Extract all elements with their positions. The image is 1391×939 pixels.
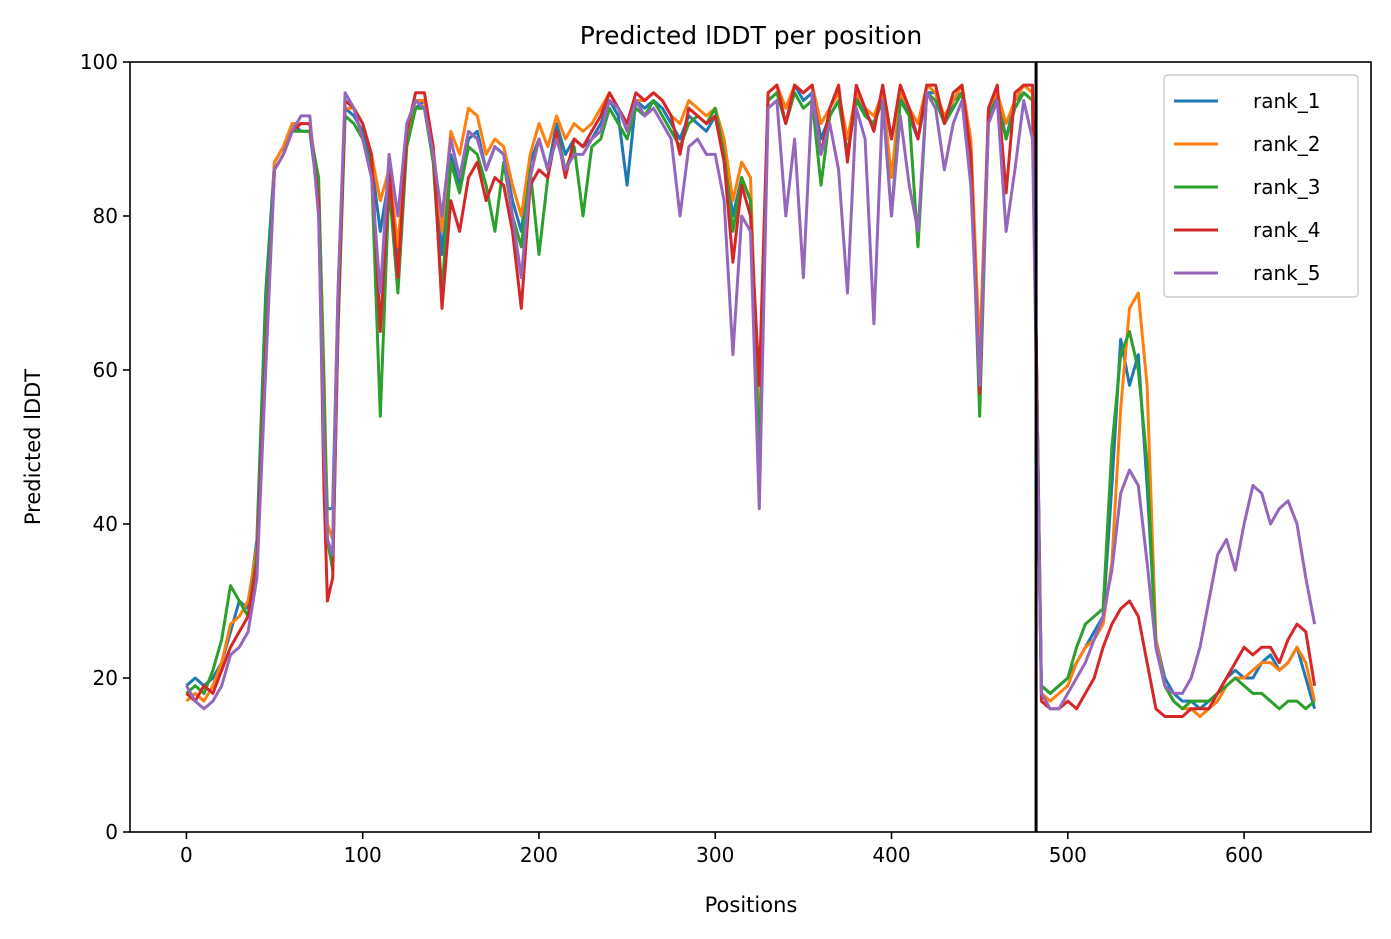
legend-frame bbox=[1163, 74, 1359, 298]
x-axis-title: Positions bbox=[705, 893, 798, 917]
legend-label-rank_3: rank_3 bbox=[1253, 175, 1320, 199]
y-tick-label: 100 bbox=[80, 50, 118, 74]
x-tick-label: 400 bbox=[872, 843, 910, 867]
y-tick-label: 40 bbox=[93, 512, 118, 536]
x-tick-label: 300 bbox=[696, 843, 734, 867]
y-tick-label: 20 bbox=[93, 666, 118, 690]
plot-frame bbox=[129, 61, 1372, 833]
chart-title: Predicted lDDT per position bbox=[580, 21, 922, 50]
legend-label-rank_4: rank_4 bbox=[1253, 218, 1320, 242]
y-axis-title: Predicted lDDT bbox=[21, 369, 45, 525]
y-tick-label: 0 bbox=[105, 820, 118, 844]
x-tick-label: 600 bbox=[1225, 843, 1263, 867]
legend-label-rank_1: rank_1 bbox=[1253, 89, 1320, 113]
series-line-rank_4 bbox=[185, 83, 1317, 718]
y-tick-label: 80 bbox=[93, 204, 118, 228]
series-line-rank_2 bbox=[185, 83, 1317, 718]
x-axis: 0 100 200 300 400 500 600 bbox=[180, 832, 1263, 867]
x-tick-label: 200 bbox=[520, 843, 558, 867]
legend: rank_1 rank_2 rank_3 rank_4 rank_5 bbox=[1163, 74, 1359, 298]
x-tick-label: 100 bbox=[344, 843, 382, 867]
x-tick-label: 500 bbox=[1049, 843, 1087, 867]
series-line-rank_5 bbox=[185, 91, 1317, 711]
x-tick-label: 0 bbox=[180, 843, 193, 867]
y-tick-label: 60 bbox=[93, 358, 118, 382]
y-axis: 0 20 40 60 80 100 bbox=[80, 50, 130, 844]
legend-label-rank_5: rank_5 bbox=[1253, 261, 1320, 285]
legend-label-rank_2: rank_2 bbox=[1253, 132, 1320, 156]
series-layer bbox=[185, 83, 1317, 718]
